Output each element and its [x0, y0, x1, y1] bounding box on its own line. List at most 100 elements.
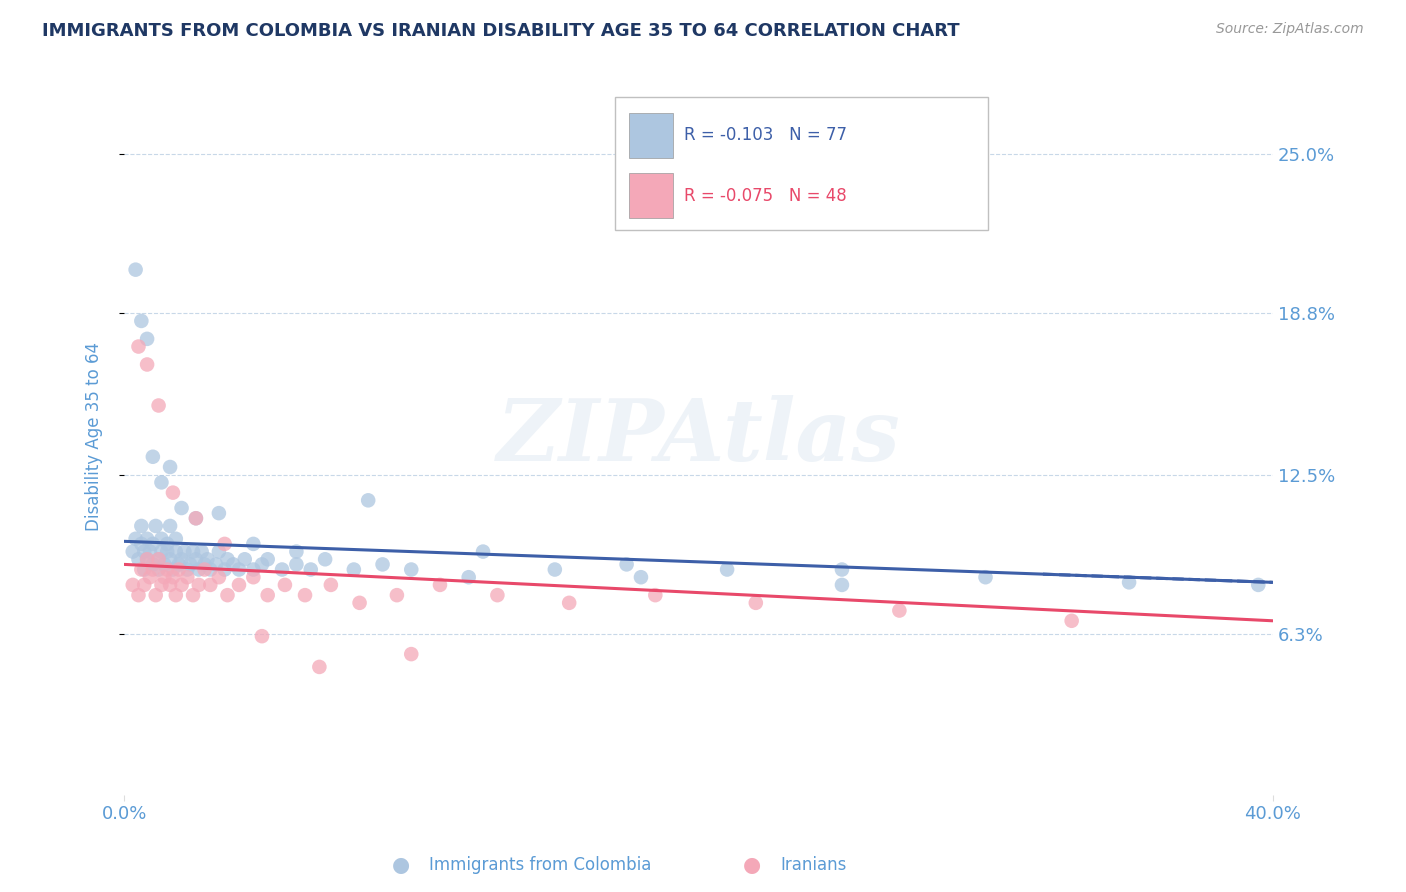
Point: [314, 552, 336, 566]
Point: [187, 562, 209, 576]
Point: [127, 552, 149, 566]
Text: IMMIGRANTS FROM COLOMBIA VS IRANIAN DISABILITY AGE 35 TO 64 CORRELATION CHART: IMMIGRANTS FROM COLOMBIA VS IRANIAN DISA…: [42, 22, 960, 40]
Point: [150, 532, 173, 546]
Point: [134, 544, 156, 558]
Point: [208, 506, 231, 520]
Point: [233, 552, 256, 566]
Text: ZIPAtlas: ZIPAtlas: [496, 394, 900, 478]
Text: Iranians: Iranians: [780, 856, 846, 874]
Point: [176, 570, 198, 584]
Point: [616, 558, 638, 572]
Point: [159, 552, 181, 566]
Point: [472, 544, 495, 558]
Point: [242, 537, 264, 551]
Point: [139, 570, 162, 584]
Point: [124, 532, 146, 546]
Point: [299, 562, 322, 576]
Point: [974, 570, 997, 584]
Point: [167, 562, 190, 576]
Point: [1247, 578, 1270, 592]
Point: [222, 558, 245, 572]
Point: [170, 501, 193, 516]
Point: [134, 578, 156, 592]
Point: [145, 519, 167, 533]
Point: [343, 562, 366, 576]
Point: [217, 552, 239, 566]
Point: [148, 562, 170, 576]
Point: [150, 475, 173, 490]
Point: [170, 552, 193, 566]
Point: [1118, 575, 1140, 590]
Point: [159, 519, 181, 533]
Point: [190, 544, 212, 558]
Point: [162, 562, 184, 576]
Point: [200, 578, 222, 592]
Text: R = -0.103   N = 77: R = -0.103 N = 77: [685, 126, 848, 145]
Text: Source: ZipAtlas.com: Source: ZipAtlas.com: [1216, 22, 1364, 37]
Point: [173, 544, 195, 558]
Point: [208, 544, 231, 558]
Point: [429, 578, 451, 592]
Point: [357, 493, 380, 508]
Point: [250, 629, 273, 643]
Point: [228, 578, 250, 592]
Point: [349, 596, 371, 610]
Point: [644, 588, 666, 602]
Point: [205, 558, 228, 572]
Point: [1060, 614, 1083, 628]
Point: [184, 511, 207, 525]
Point: [197, 552, 219, 566]
Point: [181, 544, 204, 558]
Point: [184, 552, 207, 566]
Point: [136, 532, 159, 546]
Point: [745, 596, 768, 610]
Point: [153, 558, 176, 572]
Point: [285, 558, 308, 572]
Point: [308, 660, 330, 674]
Point: [187, 578, 209, 592]
Point: [136, 358, 159, 372]
Point: [167, 558, 190, 572]
Point: [131, 314, 153, 328]
Point: [136, 332, 159, 346]
Point: [159, 578, 181, 592]
Point: [131, 519, 153, 533]
Point: [544, 562, 567, 576]
Point: [208, 570, 231, 584]
Point: [401, 562, 423, 576]
Point: [156, 544, 179, 558]
Point: [156, 562, 179, 576]
Point: [131, 562, 153, 576]
Point: [153, 570, 176, 584]
Point: [136, 552, 159, 566]
Point: [136, 552, 159, 566]
Point: [159, 460, 181, 475]
Point: [150, 578, 173, 592]
Point: [150, 544, 173, 558]
Point: [156, 537, 179, 551]
Point: [889, 603, 911, 617]
Point: [193, 558, 215, 572]
Point: [142, 562, 165, 576]
Point: [142, 558, 165, 572]
Point: [242, 570, 264, 584]
Point: [486, 588, 509, 602]
Point: [124, 262, 146, 277]
Point: [193, 562, 215, 576]
Point: [148, 552, 170, 566]
Point: [250, 558, 273, 572]
Point: [457, 570, 479, 584]
Point: [319, 578, 342, 592]
Point: [831, 578, 853, 592]
Point: [162, 485, 184, 500]
Point: [165, 532, 187, 546]
Point: [558, 596, 581, 610]
Point: [630, 570, 652, 584]
Point: [371, 558, 394, 572]
Point: [134, 562, 156, 576]
Point: [139, 544, 162, 558]
Point: [256, 588, 278, 602]
Point: [127, 340, 149, 354]
Point: [121, 544, 143, 558]
Point: [142, 537, 165, 551]
